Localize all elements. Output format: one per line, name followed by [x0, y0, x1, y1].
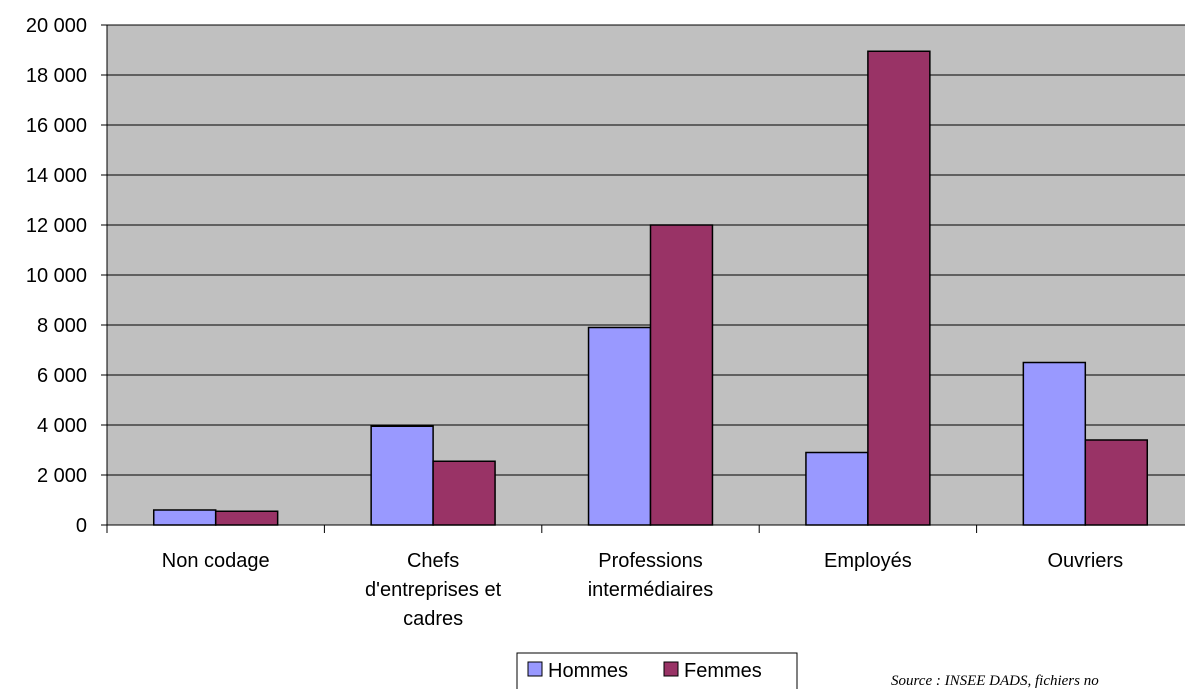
x-category-label-line: cadres	[403, 608, 463, 630]
y-tick-label: 4 000	[37, 415, 87, 437]
bars	[152, 50, 1149, 526]
bar-hommes	[587, 326, 652, 526]
x-category-label: Non codage	[162, 550, 270, 572]
bar-femmes	[214, 510, 279, 526]
x-category-label: Professions intermédiaires	[588, 550, 714, 601]
x-axis: Non codage Chefs d'entreprises et cadres Pro…	[106, 524, 1185, 630]
x-category-label: Ouvriers	[1048, 550, 1124, 572]
legend: Hommes Femmes	[516, 652, 798, 689]
x-category-label: Chefs d'entreprises et cadres	[365, 550, 502, 630]
y-tick-label: 2 000	[37, 465, 87, 487]
bar-femmes	[649, 224, 714, 526]
bar-femmes	[432, 460, 496, 526]
x-category-label-line: intermédiaires	[588, 579, 714, 601]
bar-femmes	[1084, 439, 1149, 526]
y-tick-label: 0	[76, 515, 87, 537]
legend-label-femmes: Femmes	[684, 660, 762, 682]
y-tick-label: 10 000	[26, 265, 87, 287]
y-tick-label: 6 000	[37, 365, 87, 387]
bar-hommes	[805, 451, 869, 526]
x-category-label-line: Professions	[598, 550, 703, 572]
bar-femmes	[867, 50, 931, 526]
y-tick-label: 18 000	[26, 65, 87, 87]
bar-hommes	[370, 425, 434, 526]
legend-swatch-hommes	[527, 661, 543, 677]
x-category-label-line: d'entreprises et	[365, 579, 502, 601]
y-tick-label: 16 000	[26, 115, 87, 137]
source-note: Source : INSEE DADS, fichiers no	[891, 673, 1099, 689]
x-category-label-line: Ouvriers	[1048, 550, 1124, 572]
x-category-label: Employés	[824, 550, 912, 572]
y-tick-label: 14 000	[26, 165, 87, 187]
x-category-label-line: Chefs	[407, 550, 459, 572]
y-tick-label: 8 000	[37, 315, 87, 337]
y-tick-label: 12 000	[26, 215, 87, 237]
bar-hommes	[1022, 361, 1087, 526]
legend-swatch-femmes	[663, 661, 679, 677]
x-category-label-line: Non codage	[162, 550, 270, 572]
y-tick-label: 20 000	[26, 15, 87, 37]
legend-label-hommes: Hommes	[548, 660, 628, 682]
legend-box	[516, 652, 798, 689]
y-axis: 0 2 000 4 000 6 000 8 000 10 000 12 000 14 000 1…	[26, 15, 108, 537]
x-category-label-line: Employés	[824, 550, 912, 572]
bar-hommes	[152, 509, 217, 526]
